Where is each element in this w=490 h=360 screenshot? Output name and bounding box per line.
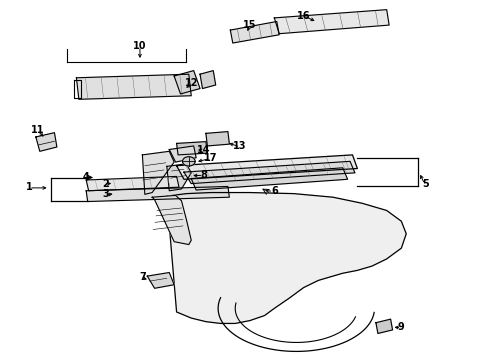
Polygon shape bbox=[147, 273, 174, 288]
Text: 11: 11 bbox=[30, 125, 44, 135]
Text: 13: 13 bbox=[233, 141, 247, 151]
Text: 8: 8 bbox=[200, 170, 207, 180]
Polygon shape bbox=[176, 155, 357, 179]
Polygon shape bbox=[143, 151, 174, 194]
Polygon shape bbox=[206, 132, 229, 146]
Text: 3: 3 bbox=[102, 189, 109, 199]
Polygon shape bbox=[274, 10, 389, 34]
Text: 17: 17 bbox=[204, 153, 218, 163]
Polygon shape bbox=[200, 71, 216, 89]
Text: 4: 4 bbox=[83, 172, 90, 182]
Polygon shape bbox=[167, 164, 191, 191]
Polygon shape bbox=[169, 146, 196, 162]
Text: 12: 12 bbox=[185, 78, 198, 88]
Polygon shape bbox=[76, 74, 191, 99]
Polygon shape bbox=[174, 71, 200, 94]
Text: 6: 6 bbox=[271, 186, 278, 196]
Text: 2: 2 bbox=[102, 179, 109, 189]
Polygon shape bbox=[184, 161, 355, 184]
Polygon shape bbox=[167, 193, 406, 323]
Text: 1: 1 bbox=[25, 182, 32, 192]
Text: 7: 7 bbox=[139, 272, 146, 282]
Polygon shape bbox=[176, 141, 207, 155]
Text: 14: 14 bbox=[196, 144, 210, 154]
Polygon shape bbox=[36, 133, 57, 151]
Text: 5: 5 bbox=[422, 179, 429, 189]
Polygon shape bbox=[152, 195, 191, 244]
Text: 10: 10 bbox=[133, 41, 147, 50]
Polygon shape bbox=[86, 176, 179, 191]
Text: 9: 9 bbox=[398, 322, 405, 332]
Polygon shape bbox=[376, 319, 392, 333]
Polygon shape bbox=[191, 168, 347, 190]
Polygon shape bbox=[86, 186, 229, 202]
Circle shape bbox=[182, 157, 195, 166]
Text: 16: 16 bbox=[297, 11, 310, 21]
Polygon shape bbox=[230, 22, 279, 43]
Text: 15: 15 bbox=[243, 20, 257, 30]
